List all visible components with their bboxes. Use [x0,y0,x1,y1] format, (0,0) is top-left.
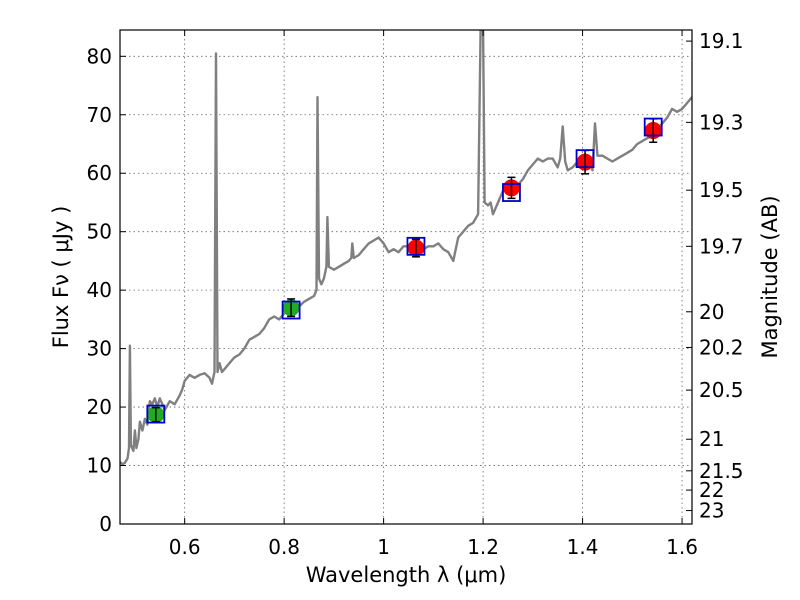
y2-tick-label: 20.2 [699,335,744,359]
y2-tick-label: 21 [699,427,724,451]
y-axis-title: Flux Fν ( μJy ) [49,206,73,349]
model-square [575,149,595,169]
y-tick-label: 80 [87,44,112,68]
y2-tick-label: 20.5 [699,378,744,402]
y-tick-label: 0 [99,512,112,536]
grid [120,30,692,525]
y-tick-label: 10 [87,454,112,478]
model-square [643,117,663,137]
marker-layer [146,117,663,424]
model-square [281,300,301,320]
spectrum-layer [120,30,692,466]
y2-tick-label: 19.7 [699,234,744,258]
y2-tick-label: 19.5 [699,178,744,202]
x-tick-label: 1.2 [467,535,499,559]
model-square [502,183,521,202]
y2-tick-label: 22 [699,478,724,502]
x-tick-label: 1 [377,535,390,559]
y2-tick-label: 20 [699,300,724,324]
y-tick-label: 60 [87,161,112,185]
y2-tick-label: 19.1 [699,29,744,53]
y-tick-label: 50 [87,220,112,244]
model-square [146,404,166,424]
ticks: 0.6 0.8 1 1.2 1.4 1.6 0 10 20 30 40 50 60 70 80 19.1 19.… [87,29,744,559]
y2-tick-label: 21.5 [699,459,744,483]
y2-tick-label: 19.3 [699,110,744,134]
y-tick-label: 20 [87,395,112,419]
x-tick-label: 1.6 [666,535,698,559]
plot-frame [119,29,693,525]
y-tick-label: 70 [87,103,112,127]
model-square [406,236,426,256]
x-axis-title: Wavelength λ (μm) [306,563,507,587]
x-tick-label: 0.8 [268,535,300,559]
spectrum-line [120,30,692,466]
x-tick-label: 1.4 [567,535,599,559]
y-tick-label: 30 [87,337,112,361]
y-tick-label: 40 [87,278,112,302]
y2-tick-label: 23 [699,499,724,523]
y2-axis-title: Magnitude (AB) [758,195,782,358]
x-tick-label: 0.6 [169,535,201,559]
